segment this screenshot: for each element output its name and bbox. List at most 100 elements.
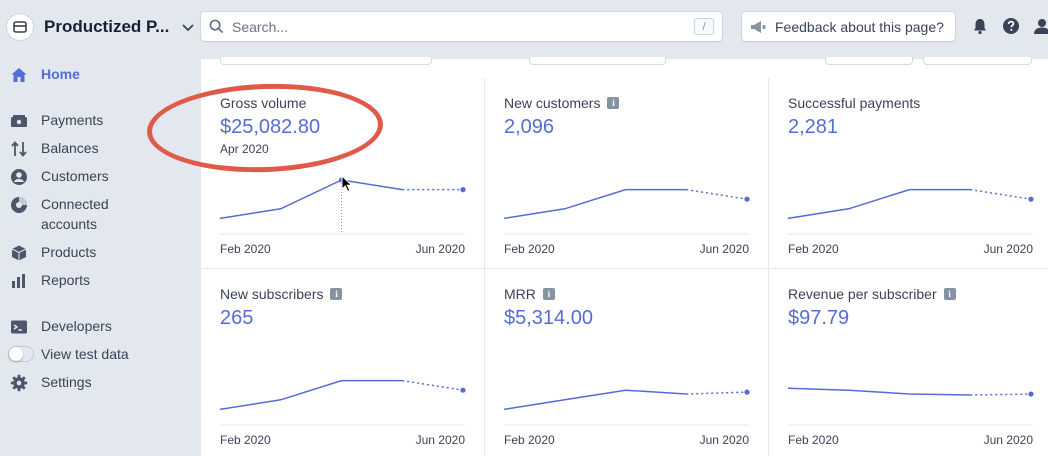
metric-value: $25,082.80 xyxy=(220,116,321,138)
home-icon xyxy=(11,68,27,82)
search-icon xyxy=(209,19,224,34)
terminal-icon xyxy=(11,320,27,334)
axis-start-label: Feb 2020 xyxy=(220,242,271,256)
metric-tile-new-customers[interactable]: New customers i 2,096 Feb 2020 Jun 2020 xyxy=(485,78,769,269)
toolbar-button[interactable] xyxy=(529,57,666,65)
series-endpoint xyxy=(744,389,750,395)
sparkline-chart xyxy=(503,188,750,235)
sidebar-label-connected-line1: Connected xyxy=(41,196,109,212)
hover-point xyxy=(338,177,345,183)
toolbar-button[interactable] xyxy=(825,57,913,65)
series-projection-line xyxy=(402,379,464,391)
metric-tile-revenue-per-subscriber[interactable]: Revenue per subscriber i $97.79 Feb 2020 … xyxy=(769,269,1048,456)
sparkline-chart xyxy=(787,188,1034,235)
metric-value: 2,096 xyxy=(504,116,555,138)
series-projection-line xyxy=(970,188,1032,200)
axis-start-label: Feb 2020 xyxy=(788,242,839,256)
series-projection-line xyxy=(686,188,748,200)
sidebar-label-customers: Customers xyxy=(41,168,109,184)
reports-icon xyxy=(12,274,25,288)
search-shortcut-key: / xyxy=(694,18,714,35)
sidebar-label-products: Products xyxy=(41,244,97,260)
axis-end-label: Jun 2020 xyxy=(699,242,749,256)
metric-tile-successful-payments[interactable]: Successful payments 2,281 Feb 2020 Jun 2… xyxy=(769,78,1048,269)
series-line xyxy=(219,179,403,220)
sidebar-label-payments: Payments xyxy=(41,112,104,128)
series-endpoint xyxy=(744,196,750,202)
info-icon[interactable]: i xyxy=(607,97,620,109)
axis-end-label: Jun 2020 xyxy=(415,242,465,256)
axis-end-label: Jun 2020 xyxy=(983,433,1033,447)
series-endpoint xyxy=(1028,196,1034,202)
user-icon[interactable] xyxy=(1033,17,1048,35)
balances-icon xyxy=(11,141,27,157)
sidebar-label-test-data: View test data xyxy=(41,346,129,362)
feedback-button[interactable]: Feedback about this page? xyxy=(742,12,955,41)
axis-end-label: Jun 2020 xyxy=(699,433,749,447)
axis-end-label: Jun 2020 xyxy=(415,433,465,447)
sparkline-chart xyxy=(219,379,466,426)
series-projection-line xyxy=(686,391,748,395)
test-data-toggle[interactable] xyxy=(8,346,34,362)
feedback-label: Feedback about this page? xyxy=(775,18,944,35)
toolbar-button[interactable] xyxy=(220,57,432,65)
metric-tile-mrr[interactable]: MRR i $5,314.00 Feb 2020 Jun 2020 xyxy=(485,269,769,456)
series-line xyxy=(787,188,971,220)
account-switcher[interactable]: Productized P... xyxy=(6,10,195,44)
chevron-down-icon xyxy=(182,24,194,32)
series-endpoint xyxy=(460,187,466,193)
sidebar-label-balances: Balances xyxy=(41,140,99,156)
axis-start-label: Feb 2020 xyxy=(220,433,271,447)
axis-start-label: Feb 2020 xyxy=(788,433,839,447)
axis-end-label: Jun 2020 xyxy=(983,242,1033,256)
metric-title-text: New customers xyxy=(504,95,601,111)
metric-title: MRR i xyxy=(504,286,555,302)
metric-title: Successful payments xyxy=(788,95,920,111)
search-bar[interactable]: / xyxy=(201,12,722,41)
toolbar-button[interactable] xyxy=(923,57,1032,65)
products-icon xyxy=(11,245,27,261)
metric-value: $97.79 xyxy=(788,307,850,329)
metric-tile-gross-volume[interactable]: Gross volume $25,082.80 Apr 2020 Feb 202… xyxy=(201,78,485,269)
axis-start-label: Feb 2020 xyxy=(504,242,555,256)
series-projection-line xyxy=(970,393,1032,396)
series-line xyxy=(503,188,687,220)
bell-icon[interactable] xyxy=(971,17,989,35)
metric-value: 265 xyxy=(220,307,254,329)
metric-title-text: MRR xyxy=(504,286,536,302)
info-icon[interactable]: i xyxy=(943,288,956,300)
axis-start-label: Feb 2020 xyxy=(504,433,555,447)
metric-title: New subscribers i xyxy=(220,286,343,302)
connected-accounts-icon xyxy=(11,197,27,213)
gear-icon xyxy=(10,374,28,392)
megaphone-icon xyxy=(751,20,766,33)
metric-value: $5,314.00 xyxy=(504,307,593,329)
info-icon[interactable]: i xyxy=(542,288,555,300)
sidebar-label-connected-line2: accounts xyxy=(41,216,98,232)
metric-title-text: New subscribers xyxy=(220,286,324,302)
help-icon[interactable] xyxy=(1002,17,1020,35)
metric-title: New customers i xyxy=(504,95,620,111)
metric-title-text: Successful payments xyxy=(788,95,921,111)
info-icon[interactable]: i xyxy=(330,288,343,300)
search-input[interactable] xyxy=(232,18,694,35)
metric-title: Revenue per subscriber i xyxy=(788,286,956,302)
sidebar-label-reports: Reports xyxy=(41,272,91,288)
metric-tile-new-subscribers[interactable]: New subscribers i 265 Feb 2020 Jun 2020 xyxy=(201,269,485,456)
metric-value: 2,281 xyxy=(788,116,839,138)
metric-title-text: Revenue per subscriber xyxy=(788,286,937,302)
metric-title-text: Gross volume xyxy=(220,95,307,111)
sparkline-chart xyxy=(219,177,466,235)
series-line xyxy=(219,379,403,411)
series-endpoint xyxy=(1028,391,1034,397)
series-line xyxy=(503,389,687,411)
metric-hover-date: Apr 2020 xyxy=(220,142,269,156)
main-panel: Gross volume $25,082.80 Apr 2020 Feb 202… xyxy=(201,57,1048,456)
store-icon xyxy=(6,13,34,41)
sidebar-label-developers: Developers xyxy=(41,318,112,334)
account-name: Productized P... xyxy=(44,17,170,36)
sidebar-label-settings: Settings xyxy=(41,374,92,390)
series-endpoint xyxy=(460,387,466,393)
customers-icon xyxy=(11,169,27,185)
payments-icon xyxy=(11,115,27,127)
